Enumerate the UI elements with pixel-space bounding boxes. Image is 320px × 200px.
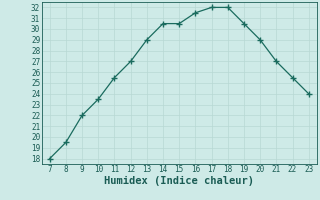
X-axis label: Humidex (Indice chaleur): Humidex (Indice chaleur) [104, 176, 254, 186]
